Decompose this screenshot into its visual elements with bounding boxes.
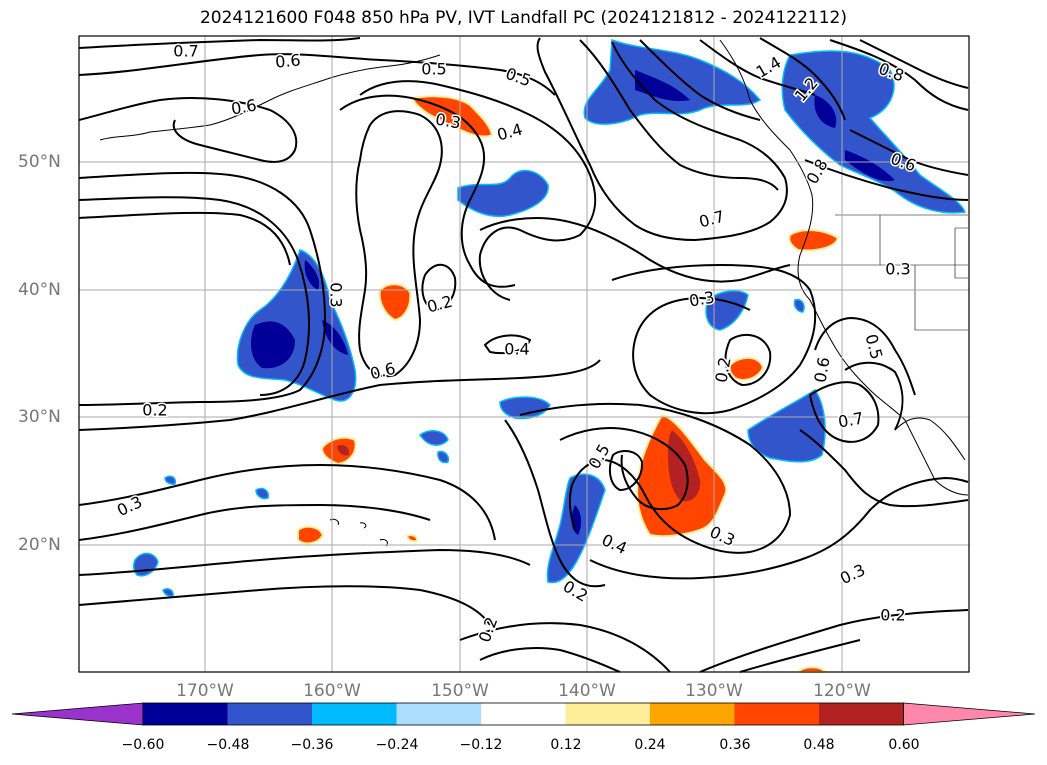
borders: [790, 214, 968, 331]
colorbar-tick: −0.60: [121, 737, 165, 753]
colorbar-segment: [650, 703, 735, 725]
gridlines: [79, 36, 969, 672]
plot-frame: [78, 35, 970, 673]
colorbar-segment: [819, 703, 904, 725]
lon-label-150w: 150°W: [431, 681, 489, 701]
colorbar-tick: 0.24: [634, 737, 666, 753]
contour-label: 0.3: [327, 282, 346, 307]
contour-label: 0.6: [274, 50, 301, 71]
contour-label: 0.6: [810, 356, 833, 384]
lat-label-50n: 50°N: [18, 152, 61, 172]
colorbar-frame: [142, 702, 904, 726]
lon-label-160w: 160°W: [303, 681, 361, 701]
coastlines: [99, 39, 969, 547]
contour-label: 0.4: [504, 340, 529, 359]
colorbar-segment: [143, 703, 228, 725]
colorbar-segment: [565, 703, 651, 725]
contour-label: 0.2: [880, 606, 905, 625]
lat-label-20n: 20°N: [18, 535, 61, 555]
colorbar-tick: −0.48: [206, 737, 250, 753]
colorbar-segment: [396, 703, 482, 725]
colorbar-tick: 0.36: [719, 737, 751, 753]
colorbar-extend-low: [11, 702, 144, 726]
colorbar-segment: [734, 703, 820, 725]
colorbar-tick: 0.48: [803, 737, 835, 753]
lon-label-130w: 130°W: [685, 681, 743, 701]
contour-label: 0.3: [885, 260, 910, 279]
lat-label-40n: 40°N: [18, 280, 61, 300]
contour-label: 0.3: [434, 109, 462, 132]
colorbar-tick: −0.36: [290, 737, 334, 753]
lat-label-30n: 30°N: [18, 407, 61, 427]
contour-label: 0.2: [142, 401, 167, 420]
colorbar-tick: 0.60: [888, 737, 920, 753]
lon-label-140w: 140°W: [558, 681, 616, 701]
contour-label: 0.5: [421, 60, 446, 79]
colorbar: [11, 702, 1036, 726]
positive-anomaly-fills: [297, 95, 840, 673]
colorbar-tick: 0.12: [550, 737, 582, 753]
contour-label: 0.7: [837, 408, 865, 431]
colorbar-extend-high: [903, 702, 1036, 726]
lon-label-170w: 170°W: [176, 681, 234, 701]
colorbar-segment: [312, 703, 397, 725]
colorbar-tick: −0.12: [459, 737, 503, 753]
colorbar-segment: [227, 703, 313, 725]
negative-anomaly-fills: [132, 38, 967, 597]
colorbar-tick: −0.24: [375, 737, 419, 753]
contour-label: 0.7: [173, 42, 198, 61]
colorbar-segment: [481, 703, 566, 725]
lon-label-120w: 120°W: [813, 681, 871, 701]
pv-contours: [78, 37, 969, 673]
map-title: 2024121600 F048 850 hPa PV, IVT Landfall…: [199, 8, 847, 28]
